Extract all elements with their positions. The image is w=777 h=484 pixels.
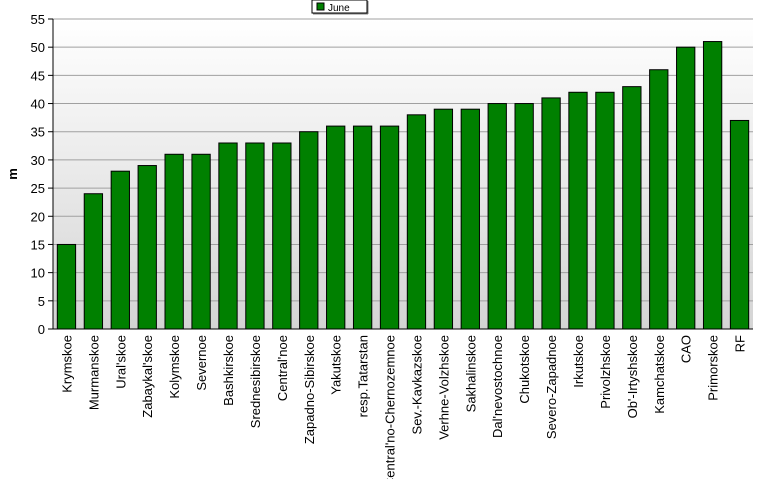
plot-area [53, 19, 753, 329]
x-tick-label: Dal'nevostochnoe [490, 335, 505, 438]
bar-srednesibirskoe [245, 142, 265, 330]
x-tick-label: Krymskoe [59, 335, 74, 393]
bar-verhne-volzhskoe [433, 108, 454, 330]
x-tick-label: Zapadno-Sibirskoe [302, 335, 317, 444]
x-tick-label: Murmanskoe [86, 335, 101, 410]
bar-yakutskoe [326, 125, 346, 330]
x-tick-label: Chukotskoe [517, 335, 532, 404]
x-tick-label: Sakhalinskoe [463, 335, 478, 412]
x-tick-label: Yakutskoe [329, 335, 344, 395]
legend-label: June [328, 3, 350, 14]
bar-central-no-chernozemnoe [379, 125, 400, 330]
bar-murmanskoe [83, 193, 104, 330]
legend: June [311, 0, 369, 15]
bar-ob-irtyshskoe [622, 86, 642, 330]
bar-kolymskoe [164, 153, 184, 330]
x-tick-label: RF [733, 335, 748, 352]
y-tick-label: 45 [31, 68, 45, 83]
x-tick-label: Severo-Zapadnoe [544, 335, 559, 439]
bar-kamchatskoe [649, 69, 669, 330]
bar-privolzhskoe [595, 91, 615, 330]
bar-zapadno-sibirskoe [299, 131, 319, 330]
bar-bashkirskoe [218, 142, 238, 330]
bar-severnoe [191, 153, 211, 330]
bar-primorskoe [702, 41, 723, 330]
bar-severo-zapadnoe [541, 97, 561, 330]
x-tick-label: Kolymskoe [167, 335, 182, 399]
x-tick-label: Sev.-Kavkazskoe [409, 335, 424, 434]
x-tick-label: Central'noe [275, 335, 290, 401]
x-tick-label: CAO [679, 335, 694, 363]
bar-central-noe [272, 142, 292, 330]
x-tick-label: Bashkirskoe [221, 335, 236, 406]
x-tick-label: Kamchatskoe [652, 335, 667, 414]
x-tick-label: Severnoe [194, 335, 209, 391]
x-tick-label: Verhne-Volzhskoe [436, 335, 451, 440]
x-tick-label: Ob'-Irtyshskoe [625, 335, 640, 418]
bar-cao [676, 46, 696, 330]
legend-swatch [316, 2, 325, 11]
y-tick-label: 35 [31, 125, 45, 140]
x-tick-label: Irkutskoe [571, 335, 586, 388]
x-tick-label: Central'no-Chernozemnoe [383, 335, 398, 479]
bar-sakhalinskoe [460, 108, 480, 330]
y-tick-label: 55 [31, 12, 45, 27]
bar-resp-tatarstan [352, 125, 373, 330]
bar-dal-nevostochnoe [487, 103, 507, 330]
x-tick-label: resp.Tatarstan [356, 335, 371, 417]
x-tick-label: Primorskoe [706, 335, 721, 401]
y-tick-label: 20 [31, 209, 45, 224]
y-tick-label: 15 [31, 237, 45, 252]
bar-sev-kavkazskoe [406, 114, 427, 330]
bar-krymskoe [56, 243, 77, 330]
bar-chukotskoe [514, 103, 534, 330]
y-tick-label: 40 [31, 97, 45, 112]
y-tick-label: 5 [38, 294, 45, 309]
y-axis-title: m [5, 168, 20, 180]
legend-box [311, 0, 368, 14]
y-tick-label: 30 [31, 153, 45, 168]
x-tick-label: Srednesibirskoe [248, 335, 263, 428]
bar-zabaykal-skoe [137, 165, 157, 330]
x-tick-label: Ural'skoe [113, 335, 128, 389]
x-tick-label: Zabaykal'skoe [140, 335, 155, 418]
y-tick-label: 10 [31, 266, 45, 281]
bar-irkutskoe [568, 91, 588, 330]
y-tick-label: 0 [38, 322, 45, 337]
bar-rf [729, 119, 750, 330]
y-tick-label: 50 [31, 40, 45, 55]
y-tick-label: 25 [31, 181, 45, 196]
bar-ural-skoe [110, 170, 130, 330]
x-tick-label: Privolzhskoe [598, 335, 613, 409]
